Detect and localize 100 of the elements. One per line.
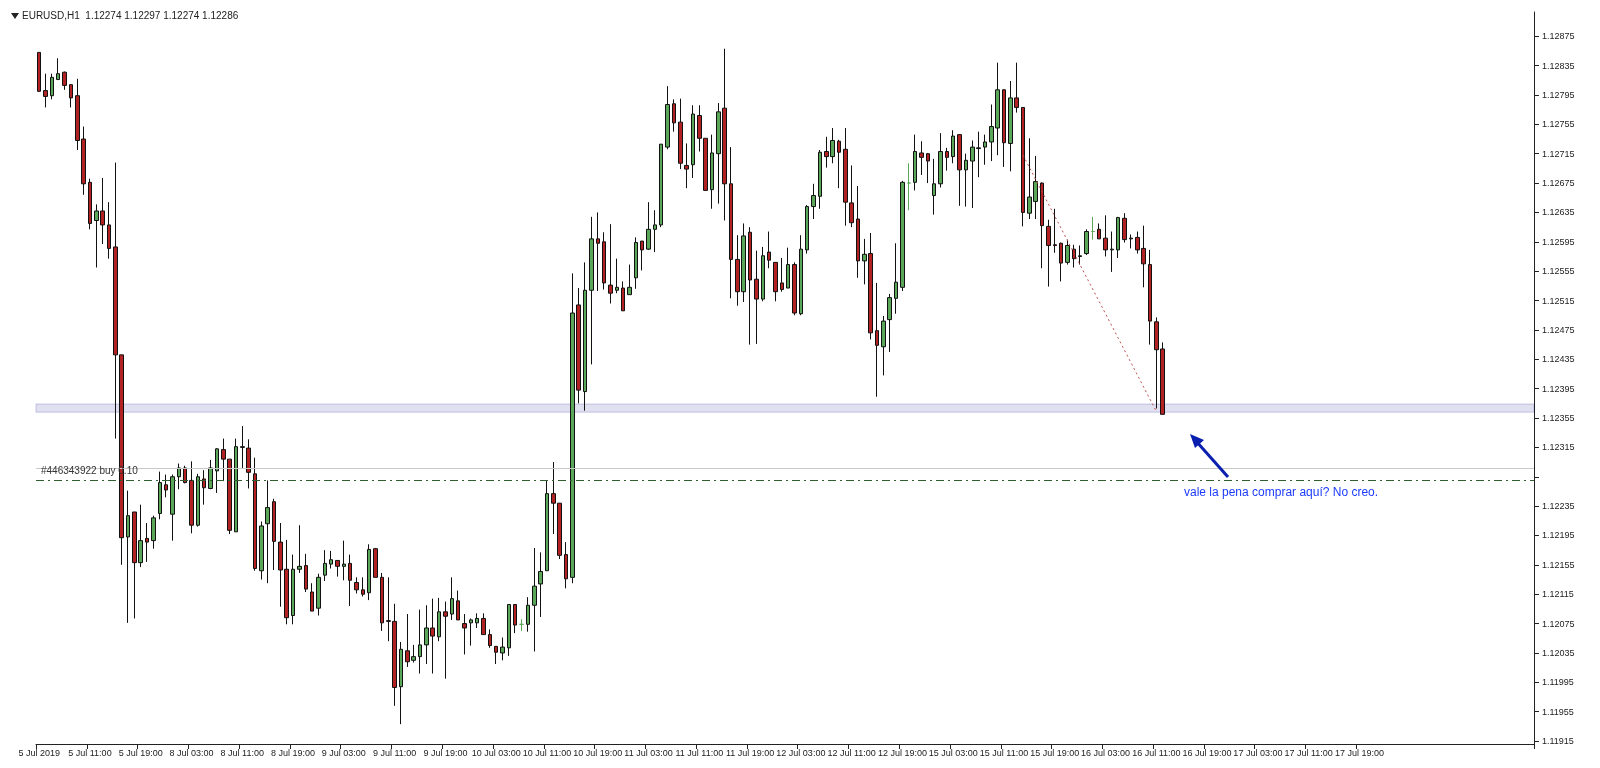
x-tick-label: 16 Jul 03:00 <box>1081 747 1131 758</box>
y-tick-label: 1.12195 <box>1542 530 1575 541</box>
x-tick-label: 17 Jul 11:00 <box>1284 747 1333 758</box>
x-tick-label: 12 Jul 11:00 <box>827 747 876 758</box>
candlestick <box>589 216 594 365</box>
x-tick-label: 5 Jul 19:00 <box>118 747 163 758</box>
candlestick <box>926 152 930 184</box>
y-tick-label: 1.12515 <box>1542 295 1575 306</box>
candlestick <box>500 637 505 661</box>
candlestick <box>773 261 778 302</box>
candlestick <box>507 604 511 657</box>
candlestick <box>62 70 67 91</box>
candlestick <box>1122 212 1127 244</box>
candlestick <box>805 204 809 255</box>
candlestick <box>875 282 879 398</box>
candlestick <box>1116 216 1120 259</box>
candlestick <box>367 543 371 601</box>
candlestick <box>1103 214 1108 257</box>
candlestick <box>653 209 657 253</box>
y-tick-label: 1.12155 <box>1542 559 1575 570</box>
x-tick-label: 8 Jul 11:00 <box>220 747 264 758</box>
y-tick-label: 1.12355 <box>1542 413 1575 424</box>
y-tick-label: 1.12875 <box>1542 31 1575 42</box>
candlestick <box>615 258 619 294</box>
candlestick <box>202 469 206 506</box>
candlestick <box>1021 106 1025 227</box>
candlestick <box>494 645 498 665</box>
ref-line-label: #446343922 buy 0.10 <box>41 464 139 476</box>
x-tick-label: 9 Jul 03:00 <box>321 747 366 758</box>
candlestick <box>646 201 651 251</box>
candlestick <box>691 104 695 179</box>
x-tick-label: 15 Jul 11:00 <box>979 747 1029 758</box>
candlestick <box>538 551 543 618</box>
y-tick-label: 1.12435 <box>1542 354 1575 365</box>
candlestick <box>627 264 632 296</box>
candlestick <box>1110 231 1114 273</box>
candlestick <box>957 134 962 207</box>
candlestick <box>818 149 822 210</box>
candlestick <box>56 57 60 81</box>
y-tick-label: 1.11915 <box>1542 736 1574 747</box>
candlestick <box>564 541 568 589</box>
candlestick <box>526 596 530 633</box>
candlestick <box>253 457 257 572</box>
candlestick <box>1072 244 1076 268</box>
candlestick <box>951 129 955 164</box>
candlestick <box>329 550 333 570</box>
candlestick <box>665 85 670 150</box>
y-tick-label: 1.12795 <box>1542 89 1575 100</box>
candlestick <box>1148 249 1152 346</box>
candlestick <box>684 142 689 189</box>
candlestick <box>164 474 168 498</box>
candlestick <box>37 51 41 93</box>
y-tick-label: 1.12715 <box>1542 148 1575 159</box>
candlestick <box>43 73 48 108</box>
x-tick-label: 17 Jul 03:00 <box>1233 747 1283 758</box>
candlestick <box>659 143 663 228</box>
candlestick <box>856 185 860 279</box>
candlestick <box>748 226 752 346</box>
candlestick <box>608 223 613 304</box>
candlestick <box>373 547 378 578</box>
candlestick <box>907 162 911 211</box>
y-tick-label: 1.12315 <box>1542 442 1575 453</box>
candlestick <box>913 134 917 191</box>
candlestick <box>50 73 54 100</box>
candlestick <box>545 479 549 572</box>
candlestick <box>399 641 403 725</box>
candlestick <box>1078 244 1082 266</box>
chart-title: EURUSD,H1 1.12274 1.12297 1.12274 1.12286 <box>22 9 239 21</box>
x-tick-label: 12 Jul 19:00 <box>877 747 927 758</box>
x-tick-label: 16 Jul 11:00 <box>1132 747 1181 758</box>
x-tick-label: 17 Jul 19:00 <box>1334 747 1384 758</box>
candlestick <box>1040 181 1044 269</box>
candlestick <box>348 554 352 607</box>
y-tick-label: 1.12555 <box>1542 266 1575 277</box>
candlestick <box>1002 88 1006 168</box>
candlestick <box>786 247 790 289</box>
y-tick-label: 1.12835 <box>1542 60 1575 71</box>
x-tick-label: 15 Jul 19:00 <box>1030 747 1080 758</box>
candlestick <box>215 447 219 494</box>
candlestick <box>792 261 797 316</box>
candlestick <box>418 609 422 675</box>
candlestick <box>170 474 175 542</box>
candlestick <box>945 147 949 172</box>
candlestick <box>964 153 968 208</box>
annotation: vale la pena comprar aquí? No creo. <box>1184 485 1379 499</box>
candlestick <box>361 576 365 597</box>
x-tick-label: 11 Jul 19:00 <box>725 747 775 758</box>
candlestick <box>881 315 886 376</box>
candlestick <box>88 178 92 230</box>
candlestick <box>1129 233 1133 249</box>
candlestick <box>1059 242 1063 282</box>
x-tick-label: 12 Jul 03:00 <box>776 747 826 758</box>
y-tick-label: 1.12235 <box>1542 501 1575 512</box>
candlestick <box>196 473 200 528</box>
candlestick <box>710 134 714 210</box>
candlestick <box>532 547 537 652</box>
y-tick-label: 1.12635 <box>1542 207 1575 218</box>
y-tick-label: 1.12595 <box>1542 236 1575 247</box>
candlestick <box>894 242 898 315</box>
y-tick-label: 1.12675 <box>1542 178 1575 189</box>
